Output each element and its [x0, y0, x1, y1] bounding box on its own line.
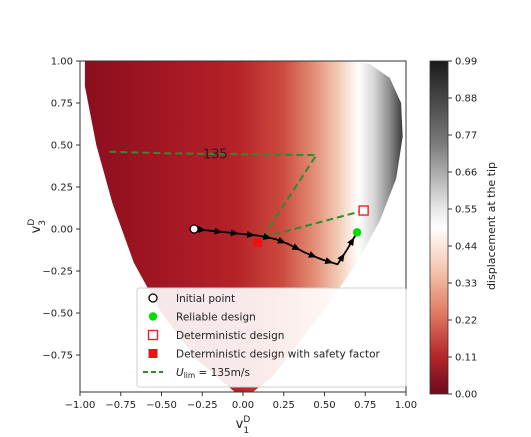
optimization-path-arrow: [214, 227, 223, 235]
y-tick-label: 0.00: [51, 225, 73, 236]
legend-marker-1: [148, 312, 158, 321]
x-tick-label: −0.25: [187, 400, 218, 411]
colorbar-tick-label: 0.00: [455, 390, 477, 401]
marker-circle-open-0: [189, 224, 199, 234]
optimization-path-arrow: [230, 229, 239, 237]
ulim-constraint-line: [262, 209, 364, 239]
legend-marker-2: [147, 329, 159, 341]
legend-label-3: Deterministic design with safety factor: [176, 349, 381, 361]
marker-circle-filled-1: [352, 228, 362, 237]
x-tick-label: 0.25: [273, 400, 295, 411]
legend-label-1: Reliable design: [176, 312, 256, 324]
x-tick-label: 0.75: [354, 400, 376, 411]
optimization-path-arrow: [347, 237, 355, 246]
y-tick-label: −0.50: [42, 309, 73, 320]
colorbar-tick-label: 0.44: [455, 242, 477, 253]
optimization-path-arrow: [291, 243, 301, 251]
colorbar-tick-label: 0.55: [455, 205, 477, 216]
y-tick-label: 0.25: [51, 183, 73, 194]
colorbar-ticks: 0.99 0.88 0.77 0.66 0.55 0.44 0.33 0.22 0.11 0.00: [448, 57, 477, 401]
optimization-path-arrow: [197, 225, 207, 233]
x-axis-ticks: −1.00 −0.75 −0.50 −0.25 0.00 0.25 0.50 0.75 1.00: [65, 392, 417, 411]
legend-box: [136, 287, 407, 388]
legend-marker-3: [148, 349, 158, 358]
x-tick-label: 0.00: [232, 400, 254, 411]
optimization-path-arrow: [277, 236, 286, 244]
legend-marker-0: [148, 293, 158, 303]
legend-label-0: Initial point: [176, 293, 235, 305]
colorbar-tick-label: 0.88: [455, 94, 477, 105]
colorbar-tick-label: 0.77: [455, 131, 477, 142]
optimization-path-arrow: [324, 257, 334, 264]
optimization-path: [194, 225, 358, 266]
legend-label-4: Ulim = 135m/s: [176, 367, 250, 380]
colorbar: 0.99 0.88 0.77 0.66 0.55 0.44 0.33 0.22 0.11 0.00…: [429, 57, 498, 401]
x-tick-label: −0.75: [105, 400, 136, 411]
y-tick-label: −0.75: [42, 351, 73, 362]
y-tick-label: 1.00: [51, 57, 73, 68]
optimization-path-arrow: [308, 251, 317, 258]
y-axis-ticks: 1.00 0.75 0.50 0.25 0.00 −0.25 −0.50 −0.75: [42, 57, 80, 362]
y-tick-label: 0.50: [51, 141, 73, 152]
x-tick-label: −0.50: [146, 400, 177, 411]
marker-square-open-2: [358, 205, 369, 216]
colorbar-label: displacement at the tip: [485, 162, 498, 290]
y-tick-label: −0.25: [42, 267, 73, 278]
contour-135-label: 135: [203, 147, 228, 162]
colorbar-tick-label: 0.22: [455, 316, 477, 327]
y-axis-label: vD3: [27, 219, 48, 234]
x-tick-label: −1.00: [65, 400, 96, 411]
colorbar-tick-label: 0.66: [455, 168, 477, 179]
marker-square-filled-3: [253, 237, 263, 247]
x-tick-label: 0.50: [313, 400, 335, 411]
colorbar-bar: [429, 60, 449, 395]
optimization-path-arrow: [262, 233, 272, 241]
legend: Initial point Reliable design Deterministi…: [136, 287, 407, 388]
x-tick-label: 1.00: [395, 400, 417, 411]
legend-label-2: Deterministic design: [176, 330, 284, 342]
design-markers: [189, 205, 369, 247]
colorbar-tick-label: 0.99: [455, 57, 477, 68]
x-axis-label: vD 1: [236, 415, 251, 436]
contour-135-line: [109, 150, 319, 238]
colorbar-tick-label: 0.33: [455, 279, 477, 290]
colorbar-tick-label: 0.11: [455, 353, 477, 364]
y-tick-label: 0.75: [51, 99, 73, 110]
optimization-path-arrow: [337, 253, 345, 263]
optimization-path-arrow: [246, 231, 256, 238]
